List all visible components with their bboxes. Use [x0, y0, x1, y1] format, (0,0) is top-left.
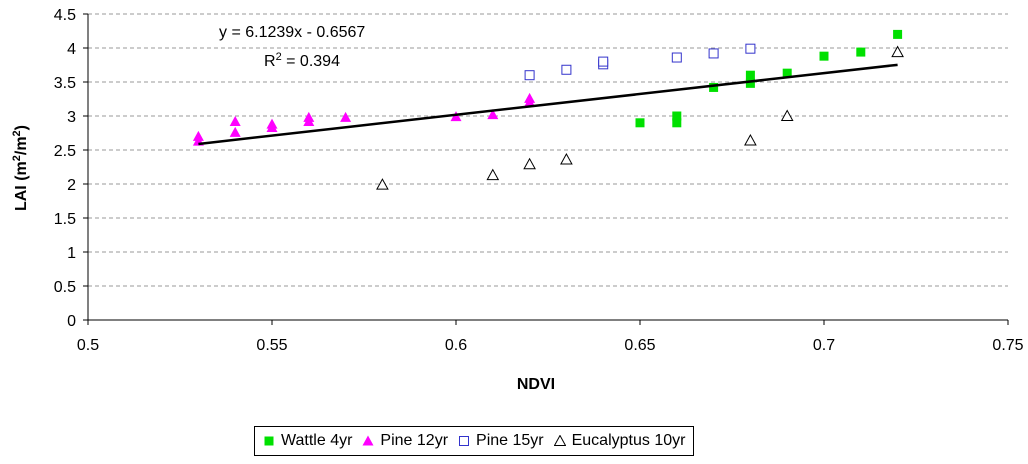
data-point-pine-12yr: [229, 115, 241, 126]
data-point-eucalyptus-10yr: [744, 133, 757, 146]
data-point-pine-12yr: [303, 111, 315, 122]
legend-label: Pine 15yr: [476, 432, 544, 449]
legend-label: Eucalyptus 10yr: [571, 432, 686, 449]
trendline-equation: y = 6.1239x - 0.6567: [219, 24, 365, 41]
y-tick-label: 4: [67, 41, 76, 58]
legend-marker-pine-15yr: [459, 436, 470, 446]
legend-marker-shape: [553, 435, 566, 446]
y-axis-title: LAI (m2/m2): [11, 125, 30, 211]
trendline-line: [198, 63, 898, 146]
data-point-wattle-4yr: [893, 29, 903, 39]
legend-marker-eucalyptus-10yr: [553, 435, 566, 446]
data-point-eucalyptus-10yr: [376, 178, 389, 190]
y-tick-label: 4.5: [54, 7, 76, 24]
x-tick-label: 0.65: [624, 337, 655, 354]
data-point-eucalyptus-10yr: [780, 109, 794, 121]
data-point-pine-12yr: [487, 109, 499, 120]
legend-marker-shape: [362, 435, 374, 446]
data-point-pine-12yr: [229, 126, 241, 137]
data-point-wattle-4yr: [856, 47, 866, 57]
legend-label: Wattle 4yr: [281, 432, 353, 449]
y-tick-label: 3: [67, 109, 76, 126]
y-tick-label: 2.5: [54, 143, 76, 160]
x-tick-label: 0.6: [445, 337, 467, 354]
legend-marker-pine-12yr: [362, 435, 374, 446]
data-point-wattle-4yr: [672, 118, 682, 128]
legend-item-pine-12yr: Pine 12yr: [362, 432, 448, 450]
data-point-pine-15yr: [671, 52, 682, 63]
trendline: [198, 63, 898, 146]
legend-marker-shape: [264, 436, 274, 446]
x-tick-label: 0.5: [77, 337, 99, 354]
data-point-wattle-4yr: [635, 118, 645, 128]
legend-item-pine-15yr: Pine 15yr: [458, 432, 544, 450]
data-point-pine-12yr: [340, 111, 352, 122]
data-points: [192, 29, 904, 190]
data-point-pine-15yr: [561, 64, 572, 75]
x-tick-label: 0.7: [813, 337, 835, 354]
legend-item-wattle-4yr: Wattle 4yr: [263, 432, 352, 450]
legend-marker-shape: [459, 436, 470, 446]
y-tick-labels: 0 0.5 1 1.5 2 2.5 3 3.5 4 4.5: [54, 7, 76, 330]
data-point-eucalyptus-10yr: [486, 168, 500, 181]
legend-label: Pine 12yr: [380, 432, 449, 449]
r-squared-label: R2 = 0.394: [264, 51, 340, 70]
data-point-wattle-4yr: [672, 111, 682, 121]
data-point-pine-12yr: [266, 118, 278, 129]
y-tick-label: 0: [67, 313, 76, 330]
axes: [83, 13, 1009, 325]
data-point-wattle-4yr: [819, 51, 829, 61]
y-tick-label: 1.5: [54, 211, 76, 228]
data-point-pine-15yr: [745, 43, 756, 54]
data-point-pine-12yr: [524, 92, 536, 103]
y-tick-label: 0.5: [54, 279, 76, 296]
data-point-pine-15yr: [708, 48, 719, 59]
x-axis-title: NDVI: [517, 376, 555, 393]
y-tick-label: 3.5: [54, 75, 76, 92]
y-tick-label: 2: [67, 177, 76, 194]
data-point-wattle-4yr: [745, 78, 755, 88]
x-tick-label: 0.75: [992, 337, 1023, 354]
x-tick-labels: 0.5 0.55 0.6 0.65 0.7 0.75: [77, 337, 1024, 354]
data-point-wattle-4yr: [745, 70, 755, 80]
data-point-pine-15yr: [598, 56, 609, 67]
gridlines: [88, 13, 1008, 287]
data-point-eucalyptus-10yr: [560, 152, 573, 165]
chart-legend: Wattle 4yr Pine 12yr Pine 15yr Eucalyptus 1…: [254, 426, 695, 456]
data-point-eucalyptus-10yr: [891, 45, 904, 58]
data-point-pine-12yr: [450, 111, 462, 122]
x-tick-label: 0.55: [256, 337, 287, 354]
legend-marker-wattle-4yr: [264, 436, 274, 446]
data-point-pine-12yr: [192, 130, 204, 141]
data-point-wattle-4yr: [709, 82, 719, 92]
data-point-wattle-4yr: [782, 68, 792, 78]
y-tick-label: 1: [67, 245, 76, 262]
data-point-pine-15yr: [524, 70, 535, 81]
data-point-eucalyptus-10yr: [523, 157, 536, 170]
legend-item-eucalyptus-10yr: Eucalyptus 10yr: [553, 432, 686, 450]
